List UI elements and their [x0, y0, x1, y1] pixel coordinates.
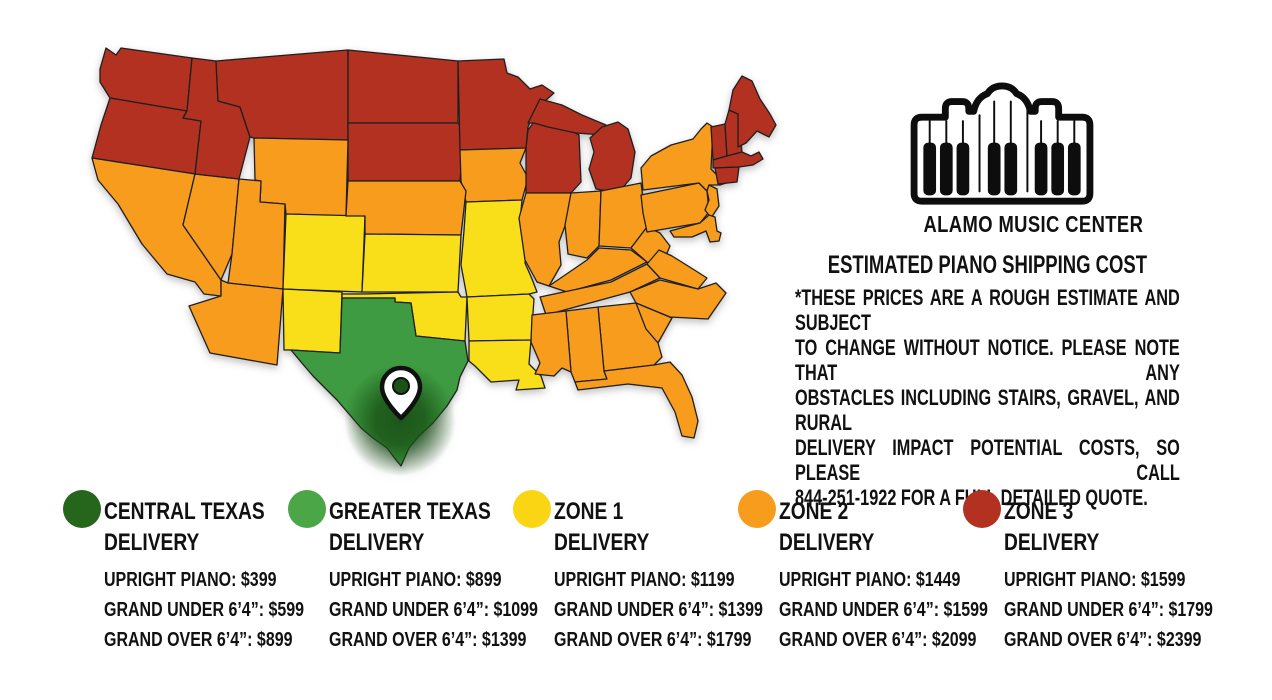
state-MS	[530, 310, 572, 377]
state-NJ	[704, 184, 720, 219]
shipping-disclaimer: *THESE PRICES ARE A ROUGH ESTIMATE AND S…	[795, 285, 1180, 510]
state-MI	[588, 121, 636, 194]
state-ND	[347, 49, 459, 124]
price-upright: UPRIGHT PIANO: $1199	[554, 569, 735, 591]
state-ME	[728, 75, 777, 148]
zone-name: ZONE 2	[779, 498, 849, 525]
state-IA	[459, 147, 529, 203]
legend-swatch-greater-texas	[288, 490, 326, 528]
price-grand-under: GRAND UNDER 6’4”: $599	[104, 599, 305, 621]
disclaimer-line: DELIVERY IMPACT POTENTIAL COSTS, SO PLEA…	[795, 435, 1180, 485]
price-grand-under: GRAND UNDER 6’4”: $1399	[554, 599, 763, 621]
price-grand-under: GRAND UNDER 6’4”: $1099	[329, 599, 538, 621]
zone-name: CENTRAL TEXAS	[104, 498, 265, 525]
disclaimer-line: TO CHANGE WITHOUT NOTICE. PLEASE NOTE TH…	[795, 335, 1180, 385]
state-LA	[468, 339, 546, 391]
alamo-piano-keys-icon	[910, 82, 1094, 205]
delivery-label: DELIVERY	[104, 529, 200, 556]
state-CO	[282, 213, 366, 293]
location-pin-icon	[379, 365, 423, 421]
price-grand-over: GRAND OVER 6’4”: $2099	[779, 629, 977, 651]
shipping-cost-title: ESTIMATED PIANO SHIPPING COST	[827, 251, 1148, 279]
state-MD-DE	[669, 214, 722, 243]
state-CT-RI	[714, 166, 740, 185]
logo-name: ALAMO MUSIC CENTER	[896, 211, 1142, 238]
state-NM	[282, 288, 343, 354]
logo-name-text: ALAMO MUSIC CENTER	[923, 211, 1144, 237]
state-FL	[574, 361, 699, 439]
state-SD	[347, 122, 465, 182]
legend-item-central-texas: CENTRAL TEXAS DELIVERY UPRIGHT PIANO: $3…	[104, 496, 344, 655]
legend-swatch-zone-3	[963, 490, 1001, 528]
price-upright: UPRIGHT PIANO: $399	[104, 569, 277, 591]
state-KS	[361, 233, 462, 293]
us-zone-map	[91, 47, 777, 475]
price-grand-under: GRAND UNDER 6’4”: $1599	[779, 599, 988, 621]
price-upright: UPRIGHT PIANO: $899	[329, 569, 502, 591]
legend-swatch-zone-1	[513, 490, 551, 528]
zone-name: GREATER TEXAS	[329, 498, 491, 525]
delivery-label: DELIVERY	[779, 529, 875, 556]
price-grand-over: GRAND OVER 6’4”: $1799	[554, 629, 752, 651]
disclaimer-line: OBSTACLES INCLUDING STAIRS, GRAVEL, AND …	[795, 385, 1180, 435]
state-VT	[710, 123, 728, 161]
state-AZ	[188, 279, 284, 366]
legend-item-greater-texas: GREATER TEXAS DELIVERY UPRIGHT PIANO: $8…	[329, 496, 569, 655]
price-grand-over: GRAND OVER 6’4”: $899	[104, 629, 293, 651]
delivery-label: DELIVERY	[329, 529, 425, 556]
delivery-label: DELIVERY	[554, 529, 650, 556]
state-VA	[646, 249, 708, 290]
zone-name: ZONE 3	[1004, 498, 1074, 525]
legend-item-zone-3: ZONE 3 DELIVERY UPRIGHT PIANO: $1599 GRA…	[1004, 496, 1244, 655]
price-upright: UPRIGHT PIANO: $1599	[1004, 569, 1186, 591]
zone-name: ZONE 1	[554, 498, 624, 525]
price-upright: UPRIGHT PIANO: $1449	[779, 569, 961, 591]
price-grand-over: GRAND OVER 6’4”: $2399	[1004, 629, 1202, 651]
disclaimer-line: *THESE PRICES ARE A ROUGH ESTIMATE AND S…	[795, 285, 1180, 335]
price-grand-under: GRAND UNDER 6’4”: $1799	[1004, 599, 1213, 621]
legend-item-zone-1: ZONE 1 DELIVERY UPRIGHT PIANO: $1199 GRA…	[554, 496, 794, 655]
delivery-label: DELIVERY	[1004, 529, 1100, 556]
legend-swatch-zone-2	[738, 490, 776, 528]
legend-item-zone-2: ZONE 2 DELIVERY UPRIGHT PIANO: $1449 GRA…	[779, 496, 1019, 655]
alamo-music-center-logo: ALAMO MUSIC CENTER	[896, 82, 1143, 237]
state-AR	[466, 293, 535, 342]
state-IN	[564, 190, 602, 259]
legend-swatch-central-texas	[63, 490, 101, 528]
state-UT	[227, 178, 286, 290]
price-grand-over: GRAND OVER 6’4”: $1399	[329, 629, 527, 651]
